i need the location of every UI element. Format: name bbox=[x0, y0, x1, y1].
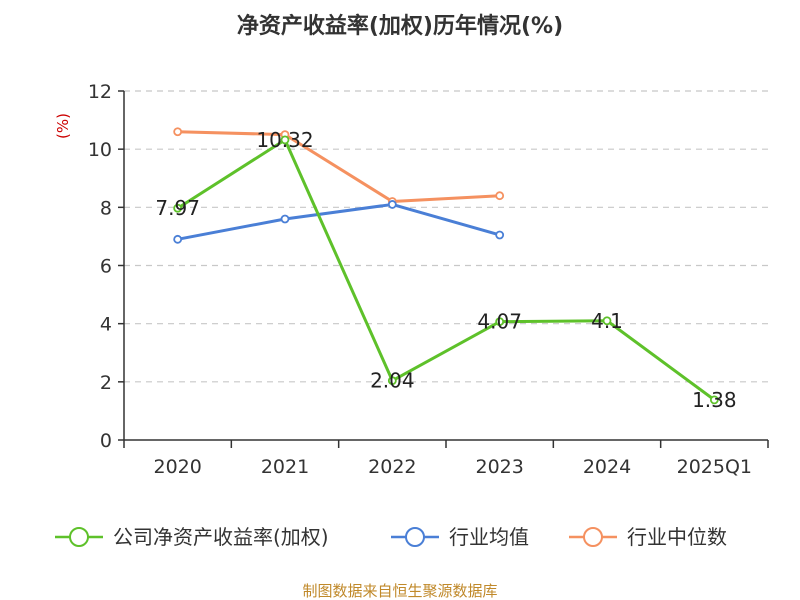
y-tick-label: 8 bbox=[100, 197, 112, 219]
data-point[interactable] bbox=[495, 230, 505, 240]
legend-label: 行业均值 bbox=[449, 525, 529, 549]
data-point[interactable] bbox=[602, 316, 612, 326]
legend-item-2[interactable]: 行业中位数 bbox=[569, 525, 727, 549]
x-tick-label: 2025Q1 bbox=[677, 456, 752, 478]
data-point[interactable] bbox=[173, 203, 183, 213]
y-tick-label: 0 bbox=[100, 430, 112, 452]
data-point[interactable] bbox=[280, 135, 290, 145]
x-tick-label: 2021 bbox=[261, 456, 309, 478]
y-tick-label: 12 bbox=[88, 81, 112, 103]
series-line-1 bbox=[177, 202, 501, 241]
x-tick-label: 2023 bbox=[475, 456, 523, 478]
legend-marker bbox=[405, 527, 425, 547]
data-point[interactable] bbox=[495, 317, 505, 327]
series-line-0 bbox=[176, 138, 716, 402]
data-label: 1.38 bbox=[692, 388, 737, 412]
source-note: 制图数据来自恒生聚源数据库 bbox=[302, 582, 497, 600]
y-tick-label: 6 bbox=[100, 256, 112, 278]
legend-item-1[interactable]: 行业均值 bbox=[391, 525, 529, 549]
data-label: 7.97 bbox=[155, 196, 200, 220]
data-label: 4.1 bbox=[591, 309, 623, 333]
x-tick-label: 2022 bbox=[368, 456, 416, 478]
legend[interactable]: 公司净资产收益率(加权) 行业均值 行业中位数 bbox=[55, 525, 727, 549]
grid-lines bbox=[124, 90, 768, 383]
legend-marker bbox=[69, 527, 89, 547]
legend-label: 公司净资产收益率(加权) bbox=[113, 525, 329, 549]
y-tick-label: 4 bbox=[100, 314, 112, 336]
legend-item-0[interactable]: 公司净资产收益率(加权) bbox=[55, 525, 329, 549]
data-point[interactable] bbox=[709, 395, 719, 405]
data-point[interactable] bbox=[280, 214, 290, 224]
data-label: 2.04 bbox=[370, 369, 415, 393]
data-label: 10.32 bbox=[256, 128, 313, 152]
data-labels: 7.97 10.32 2.04 4.07 4.1 1.38 bbox=[155, 128, 736, 412]
y-axis-unit-label: (%) bbox=[54, 113, 72, 139]
x-tick-label: 2024 bbox=[583, 456, 631, 478]
x-tick-label: 2020 bbox=[153, 456, 201, 478]
y-tick-label: 2 bbox=[100, 372, 112, 394]
data-point[interactable] bbox=[495, 191, 505, 201]
legend-marker bbox=[583, 527, 603, 547]
data-label: 4.07 bbox=[477, 310, 522, 334]
legend-label: 行业中位数 bbox=[627, 525, 727, 549]
y-tick-label: 10 bbox=[88, 139, 112, 161]
data-point[interactable] bbox=[173, 234, 183, 244]
data-point[interactable] bbox=[387, 376, 397, 386]
series-lines bbox=[173, 127, 719, 405]
series-line-2 bbox=[177, 130, 500, 204]
data-point[interactable] bbox=[173, 127, 183, 137]
chart-title: 净资产收益率(加权)历年情况(%) bbox=[237, 13, 563, 39]
axes: 0 2 4 6 8 10 12 2020 2021 2022 2023 2024 2025Q1 bbox=[88, 81, 769, 478]
data-point[interactable] bbox=[387, 200, 397, 209]
